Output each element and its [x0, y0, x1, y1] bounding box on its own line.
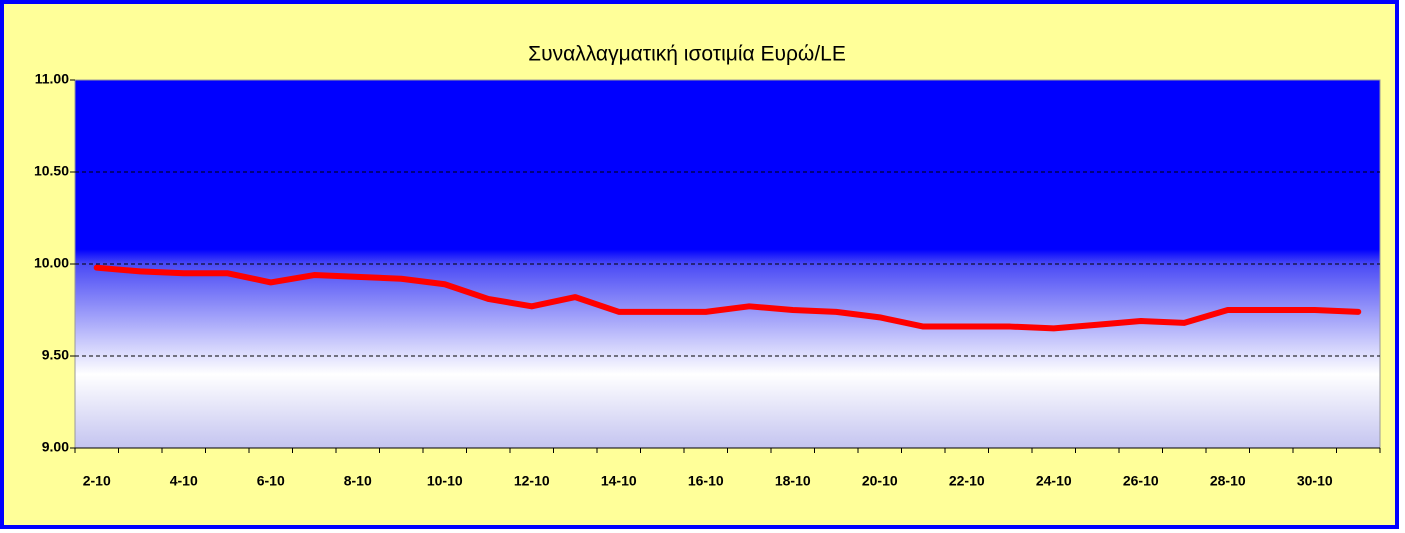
chart-title: Συναλλαγματική ισοτιμία Ευρώ/LE	[528, 43, 846, 66]
x-tick-label: 4-10	[170, 473, 198, 489]
y-tick-label: 9.00	[42, 439, 69, 455]
data-line	[93, 264, 1362, 332]
x-tick-label: 12-10	[514, 473, 550, 489]
y-tick-label: 10.50	[34, 163, 69, 179]
x-tick-label: 26-10	[1123, 473, 1159, 489]
y-tick-label: 10.00	[34, 255, 69, 271]
y-tick-label: 9.50	[42, 347, 69, 363]
x-tick-label: 28-10	[1210, 473, 1246, 489]
x-tick-label: 6-10	[257, 473, 285, 489]
x-tick-label: 22-10	[949, 473, 985, 489]
x-tick-label: 24-10	[1036, 473, 1072, 489]
x-tick-label: 18-10	[775, 473, 811, 489]
x-tick-label: 2-10	[83, 473, 111, 489]
x-tick-label: 14-10	[601, 473, 637, 489]
x-tick-label: 30-10	[1297, 473, 1333, 489]
x-tick-label: 8-10	[344, 473, 372, 489]
x-tick-label: 10-10	[427, 473, 463, 489]
y-tick-label: 11.00	[35, 71, 69, 87]
x-tick-label: 20-10	[862, 473, 898, 489]
x-tick-label: 16-10	[688, 473, 724, 489]
